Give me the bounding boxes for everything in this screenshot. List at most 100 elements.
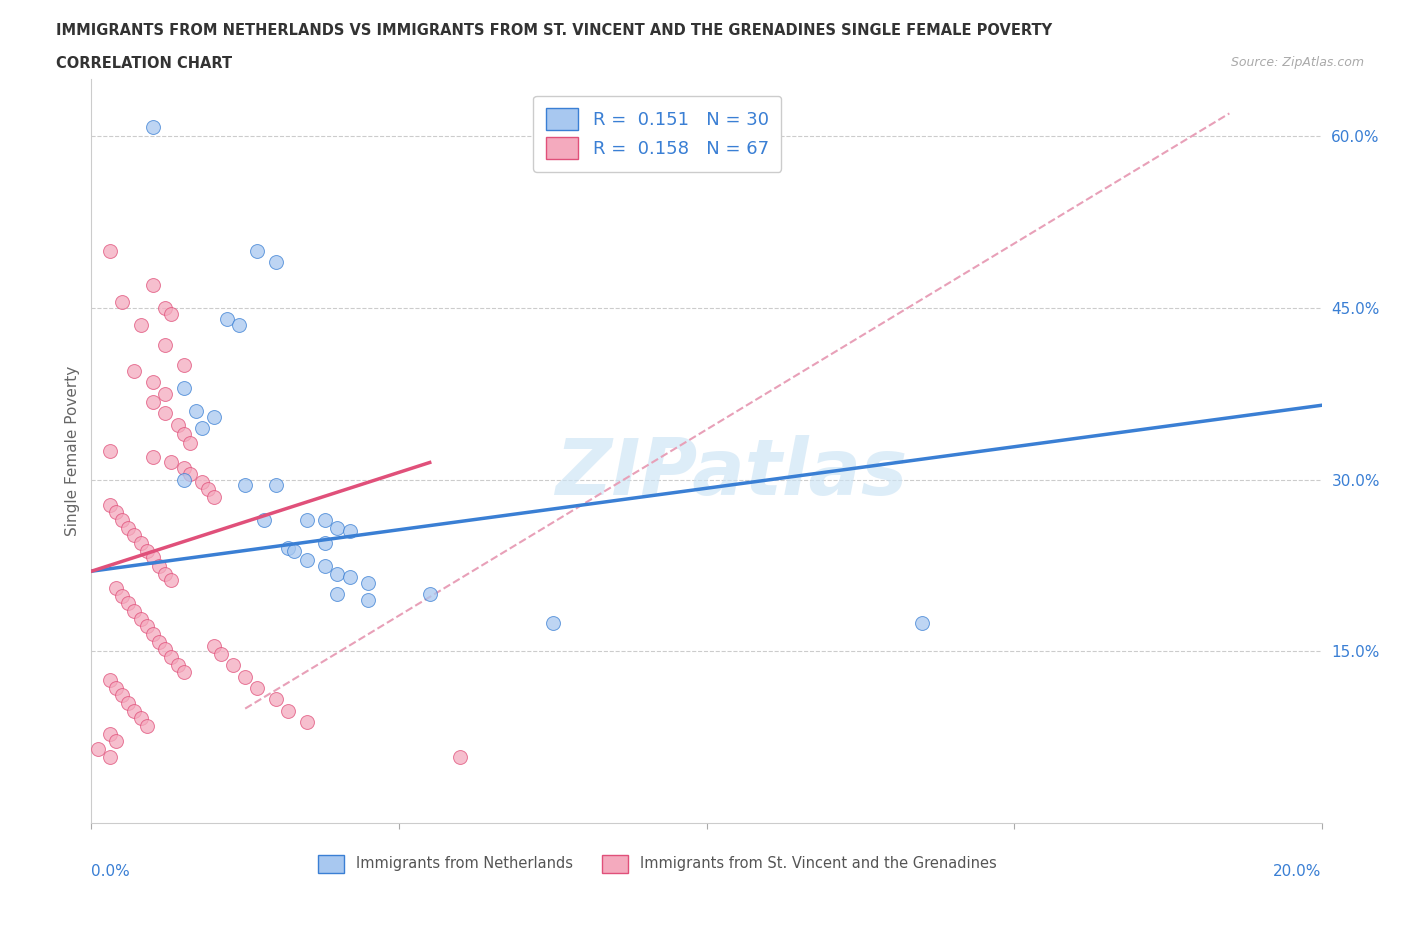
Point xyxy=(264,255,287,270)
Point xyxy=(135,718,157,733)
Point xyxy=(277,541,299,556)
Point xyxy=(142,627,165,642)
Point xyxy=(173,460,195,475)
Point xyxy=(173,380,195,395)
Point xyxy=(129,318,152,333)
Point xyxy=(98,444,121,458)
Point xyxy=(295,715,318,730)
Point xyxy=(129,711,152,725)
Point xyxy=(117,596,139,611)
Point xyxy=(233,669,256,684)
Point xyxy=(357,592,380,607)
Point xyxy=(179,467,201,482)
Point xyxy=(142,550,165,565)
Point xyxy=(153,642,177,657)
Point xyxy=(202,638,225,653)
Text: Source: ZipAtlas.com: Source: ZipAtlas.com xyxy=(1230,56,1364,69)
Point xyxy=(111,687,134,702)
Point xyxy=(222,658,245,672)
Point xyxy=(184,404,207,418)
Point xyxy=(160,650,183,665)
Point xyxy=(153,300,177,315)
Point xyxy=(246,244,269,259)
Point xyxy=(142,449,165,464)
Point xyxy=(264,692,287,707)
Legend: Immigrants from Netherlands, Immigrants from St. Vincent and the Grenadines: Immigrants from Netherlands, Immigrants … xyxy=(308,844,1007,883)
Point xyxy=(314,512,336,527)
Point xyxy=(124,364,146,379)
Point xyxy=(135,618,157,633)
Point xyxy=(197,482,219,497)
Text: ZIPatlas: ZIPatlas xyxy=(555,435,907,512)
Point xyxy=(142,120,165,135)
Text: 0.0%: 0.0% xyxy=(91,864,131,879)
Point xyxy=(339,569,361,584)
Point xyxy=(124,703,146,718)
Point xyxy=(173,472,195,487)
Point xyxy=(191,474,214,489)
Point xyxy=(153,566,177,581)
Point xyxy=(117,520,139,535)
Point xyxy=(326,520,349,535)
Point xyxy=(314,558,336,573)
Text: 20.0%: 20.0% xyxy=(1274,864,1322,879)
Point xyxy=(233,478,256,493)
Point xyxy=(179,435,201,450)
Point xyxy=(129,535,152,550)
Point xyxy=(124,527,146,542)
Point xyxy=(117,696,139,711)
Point xyxy=(111,589,134,604)
Point xyxy=(98,672,121,687)
Point xyxy=(326,566,349,581)
Point xyxy=(166,658,188,672)
Point xyxy=(160,573,183,588)
Point xyxy=(148,635,170,650)
Point xyxy=(277,703,299,718)
Point xyxy=(129,612,152,627)
Point xyxy=(98,498,121,512)
Point xyxy=(98,244,121,259)
Point xyxy=(911,616,934,631)
Y-axis label: Single Female Poverty: Single Female Poverty xyxy=(65,365,80,537)
Point xyxy=(339,524,361,538)
Point xyxy=(173,427,195,442)
Point xyxy=(202,489,225,504)
Point xyxy=(142,394,165,409)
Point xyxy=(98,726,121,741)
Point xyxy=(148,558,170,573)
Point xyxy=(541,616,564,631)
Point xyxy=(98,750,121,764)
Point xyxy=(314,535,336,550)
Point xyxy=(173,665,195,680)
Point xyxy=(105,581,127,596)
Point xyxy=(160,455,183,470)
Point xyxy=(153,338,177,352)
Point xyxy=(111,295,134,310)
Text: CORRELATION CHART: CORRELATION CHART xyxy=(56,56,232,71)
Point xyxy=(105,504,127,519)
Point xyxy=(153,386,177,401)
Point xyxy=(215,312,238,326)
Point xyxy=(295,512,318,527)
Point xyxy=(142,278,165,293)
Point xyxy=(326,587,349,602)
Point xyxy=(419,587,441,602)
Point xyxy=(173,358,195,373)
Point xyxy=(202,409,225,424)
Point xyxy=(105,733,127,748)
Point xyxy=(191,420,214,435)
Point xyxy=(295,552,318,567)
Point xyxy=(228,318,250,333)
Point xyxy=(253,512,276,527)
Point xyxy=(153,405,177,420)
Point xyxy=(357,576,380,591)
Point xyxy=(166,418,188,432)
Point xyxy=(105,681,127,696)
Point xyxy=(246,681,269,696)
Point xyxy=(449,750,471,764)
Point xyxy=(160,306,183,321)
Point xyxy=(283,543,305,558)
Point xyxy=(135,543,157,558)
Text: IMMIGRANTS FROM NETHERLANDS VS IMMIGRANTS FROM ST. VINCENT AND THE GRENADINES SI: IMMIGRANTS FROM NETHERLANDS VS IMMIGRANT… xyxy=(56,23,1052,38)
Point xyxy=(86,741,108,756)
